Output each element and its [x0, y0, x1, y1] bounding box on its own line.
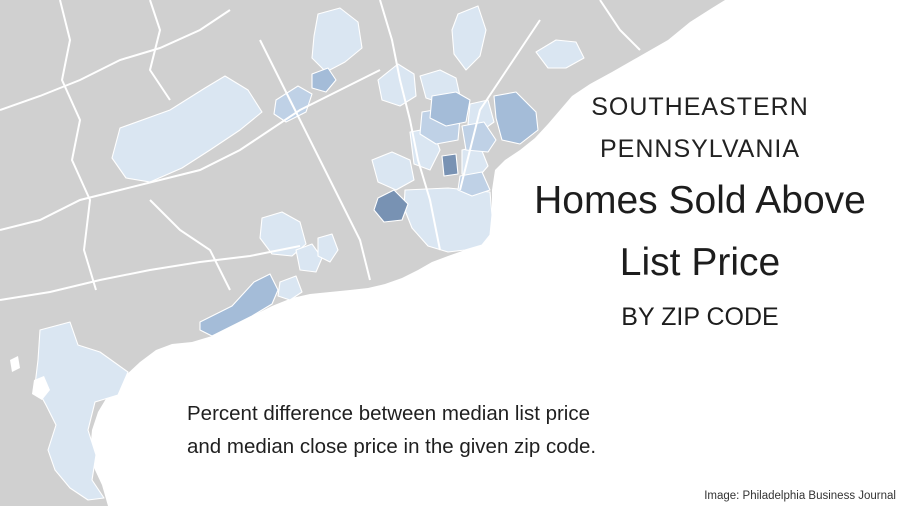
zip-region: [295, 243, 323, 273]
zip-region: [199, 273, 279, 337]
zip-region: [111, 75, 263, 183]
boundary-line: [149, 199, 231, 291]
zip-region: [371, 151, 415, 191]
zip-region: [317, 233, 339, 263]
zip-region: [493, 91, 539, 145]
title-headline-line1: Homes Sold Above: [534, 179, 866, 222]
boundary-line: [0, 9, 231, 111]
zip-region: [429, 91, 471, 127]
title-subhead: BY ZIP CODE: [621, 303, 779, 331]
caption: Percent difference between median list p…: [187, 397, 687, 463]
title-block: SOUTHEASTERN PENNSYLVANIA Homes Sold Abo…: [500, 86, 900, 340]
boundary-line: [0, 245, 301, 301]
zip-region: [311, 7, 363, 73]
zip-region: [377, 63, 417, 107]
caption-line1: Percent difference between median list p…: [187, 402, 591, 425]
caption-line2: and median close price in the given zip …: [187, 435, 597, 458]
zip-region: [277, 275, 303, 301]
boundary-line: [0, 69, 381, 231]
zip-region: [451, 5, 487, 71]
boundary-line: [379, 0, 441, 251]
boundary-line: [599, 0, 641, 51]
title-kicker-line2: PENNSYLVANIA: [599, 135, 801, 163]
zip-region: [34, 321, 129, 501]
image-credit: Image: Philadelphia Business Journal: [704, 490, 896, 502]
zip-region: [311, 67, 337, 93]
water-body: [10, 356, 20, 372]
zip-region: [441, 153, 459, 177]
boundary-line: [148, 0, 171, 101]
title-headline-line2: List Price: [619, 241, 781, 284]
water-body: [32, 376, 50, 400]
boundary-line: [259, 39, 371, 281]
zip-region: [373, 189, 409, 223]
zip-region: [535, 39, 585, 69]
zip-region: [457, 171, 491, 197]
boundary-line: [459, 19, 541, 191]
boundary-line: [59, 0, 97, 291]
title-kicker-line1: SOUTHEASTERN: [591, 93, 809, 121]
